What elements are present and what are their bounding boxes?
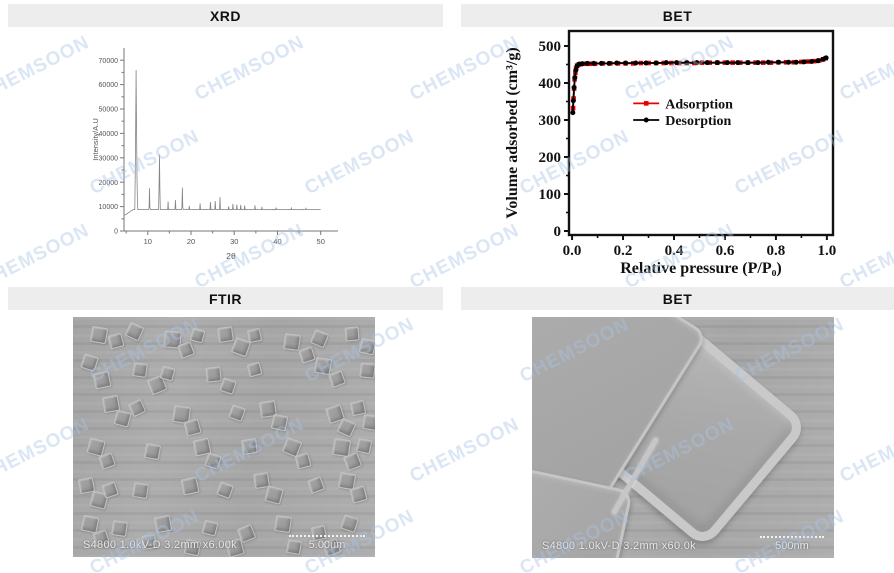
svg-text:0.0: 0.0 bbox=[563, 243, 582, 259]
svg-text:0.4: 0.4 bbox=[665, 243, 684, 259]
sem-cube-crystal bbox=[309, 329, 329, 349]
svg-text:30000: 30000 bbox=[99, 155, 119, 162]
svg-text:0: 0 bbox=[114, 229, 118, 236]
sem-status-text: S4800 1.0kV-D 3.2mm x6.00k bbox=[83, 539, 237, 551]
svg-text:Relative pressure (P/P₀): Relative pressure (P/P₀) bbox=[620, 260, 782, 277]
sem-cube-crystal bbox=[180, 476, 200, 496]
svg-text:0.2: 0.2 bbox=[614, 243, 633, 259]
sem-cube-crystal bbox=[264, 485, 285, 506]
sem-cube-crystal bbox=[132, 361, 149, 378]
sem-cube-crystal bbox=[219, 377, 237, 396]
svg-text:Adsorption: Adsorption bbox=[665, 97, 733, 112]
panel-title-bet-sem: BET bbox=[662, 290, 693, 307]
svg-text:1.0: 1.0 bbox=[818, 243, 837, 259]
sem-cube-crystal bbox=[89, 325, 109, 344]
sem-cube-crystal bbox=[132, 481, 150, 499]
sem-cube-crystal bbox=[204, 451, 222, 470]
svg-text:100: 100 bbox=[539, 187, 562, 203]
svg-text:0.6: 0.6 bbox=[716, 243, 735, 259]
svg-text:500: 500 bbox=[539, 39, 562, 55]
sem-scalebar: 500nm bbox=[760, 536, 824, 552]
sem-cube-crystal bbox=[246, 327, 263, 344]
sem-cube-crystal bbox=[101, 480, 120, 499]
svg-text:20: 20 bbox=[187, 237, 195, 246]
panel-header-xrd: XRD bbox=[8, 4, 443, 27]
svg-text:Desorption: Desorption bbox=[665, 114, 731, 129]
sem-cube-crystal bbox=[297, 346, 316, 365]
sem-cube-crystal bbox=[294, 452, 313, 470]
sem-cube-crystal bbox=[92, 370, 112, 390]
sem-scalebar: 5.00um bbox=[289, 535, 365, 551]
panel-title-bet-isotherm: BET bbox=[662, 7, 693, 24]
sem-cube-crystal bbox=[313, 356, 332, 376]
svg-text:70000: 70000 bbox=[99, 58, 119, 65]
sem-cube-crystal bbox=[241, 438, 259, 456]
chemsoon-watermark: CHEMSOON bbox=[0, 219, 93, 294]
sem-cube-crystal bbox=[327, 370, 346, 389]
panel-header-bet-isotherm: BET bbox=[461, 4, 894, 27]
panel-title-ftir: FTIR bbox=[208, 290, 243, 307]
svg-text:400: 400 bbox=[539, 76, 562, 92]
sem-cube-crystal bbox=[113, 408, 132, 428]
sem-cube-crystal bbox=[215, 480, 234, 499]
sem-cube-crystal bbox=[349, 485, 368, 505]
sem-cube-crystal bbox=[216, 325, 234, 343]
sem-cube-crystal bbox=[98, 451, 117, 470]
sem-cube-crystal bbox=[80, 353, 99, 373]
sem-cube-crystal bbox=[176, 341, 195, 360]
chemsoon-watermark: CHEMSOON bbox=[836, 413, 894, 488]
svg-text:10: 10 bbox=[144, 237, 152, 246]
svg-text:2θ: 2θ bbox=[226, 251, 236, 261]
sem-cube-crystal bbox=[144, 442, 162, 461]
sem-image-cubic-crystals: S4800 1.0kV-D 3.2mm x6.00k 5.00um bbox=[73, 317, 375, 557]
bet-isotherm-chart: 0.0 0.2 0.4 0.6 0.8 1.0 0 100 200 300 400 500 Relati… bbox=[504, 29, 837, 277]
chemsoon-watermark: CHEMSOON bbox=[406, 413, 523, 488]
scalebar-dots bbox=[289, 535, 365, 537]
svg-text:0.8: 0.8 bbox=[767, 243, 786, 259]
svg-text:50: 50 bbox=[317, 237, 325, 246]
sem-cube-crystal bbox=[246, 361, 263, 378]
svg-text:30: 30 bbox=[230, 237, 238, 246]
panel-title-xrd: XRD bbox=[209, 7, 242, 24]
panel-header-ftir: FTIR bbox=[8, 287, 443, 310]
xrd-diffraction-chart: 10 20 30 40 50 0 10000 20000 30000 40000 50000 6000… bbox=[91, 48, 338, 261]
sem-image-single-crystal: S4800 1.0kV-D 3.2mm x60.0k 500nm bbox=[532, 317, 834, 558]
svg-text:Volume adsorbed (cm³/g): Volume adsorbed (cm³/g) bbox=[504, 47, 521, 218]
svg-text:10000: 10000 bbox=[99, 204, 119, 211]
scalebar-dots bbox=[760, 536, 824, 538]
sem-cube-crystal bbox=[359, 361, 375, 379]
svg-text:60000: 60000 bbox=[99, 82, 119, 89]
sem-cube-crystal bbox=[205, 366, 222, 384]
sem-cube-crystal bbox=[189, 327, 206, 344]
svg-text:Intensity/A.U: Intensity/A.U bbox=[91, 118, 100, 161]
scalebar-label: 5.00um bbox=[308, 539, 346, 551]
svg-text:300: 300 bbox=[539, 113, 562, 129]
sem-cube-crystal bbox=[361, 414, 375, 432]
sem-cube-crystal bbox=[270, 413, 289, 432]
svg-text:0: 0 bbox=[554, 224, 562, 240]
sem-cube-crystal bbox=[344, 326, 360, 342]
sem-footer: S4800 1.0kV-D 3.2mm x60.0k 500nm bbox=[532, 528, 834, 558]
svg-text:50000: 50000 bbox=[99, 107, 119, 114]
sem-cube-crystal bbox=[355, 438, 373, 455]
svg-text:40: 40 bbox=[273, 237, 281, 246]
sem-cube-crystal bbox=[358, 337, 375, 355]
sem-footer: S4800 1.0kV-D 3.2mm x6.00k 5.00um bbox=[73, 527, 375, 557]
sem-cube-crystal bbox=[107, 332, 125, 350]
panel-header-bet-sem: BET bbox=[461, 287, 894, 310]
sem-cube-crystal bbox=[228, 403, 247, 422]
svg-text:200: 200 bbox=[539, 150, 562, 166]
svg-text:40000: 40000 bbox=[99, 131, 119, 138]
sem-cube-crystal bbox=[124, 321, 145, 342]
sem-cube-crystal bbox=[283, 332, 302, 351]
sem-cube-crystal bbox=[183, 418, 202, 437]
sem-status-text: S4800 1.0kV-D 3.2mm x60.0k bbox=[542, 540, 696, 552]
chemsoon-watermark: CHEMSOON bbox=[0, 31, 93, 106]
sem-cube-crystal bbox=[306, 475, 325, 494]
svg-text:20000: 20000 bbox=[99, 180, 119, 187]
scalebar-label: 500nm bbox=[775, 540, 809, 552]
